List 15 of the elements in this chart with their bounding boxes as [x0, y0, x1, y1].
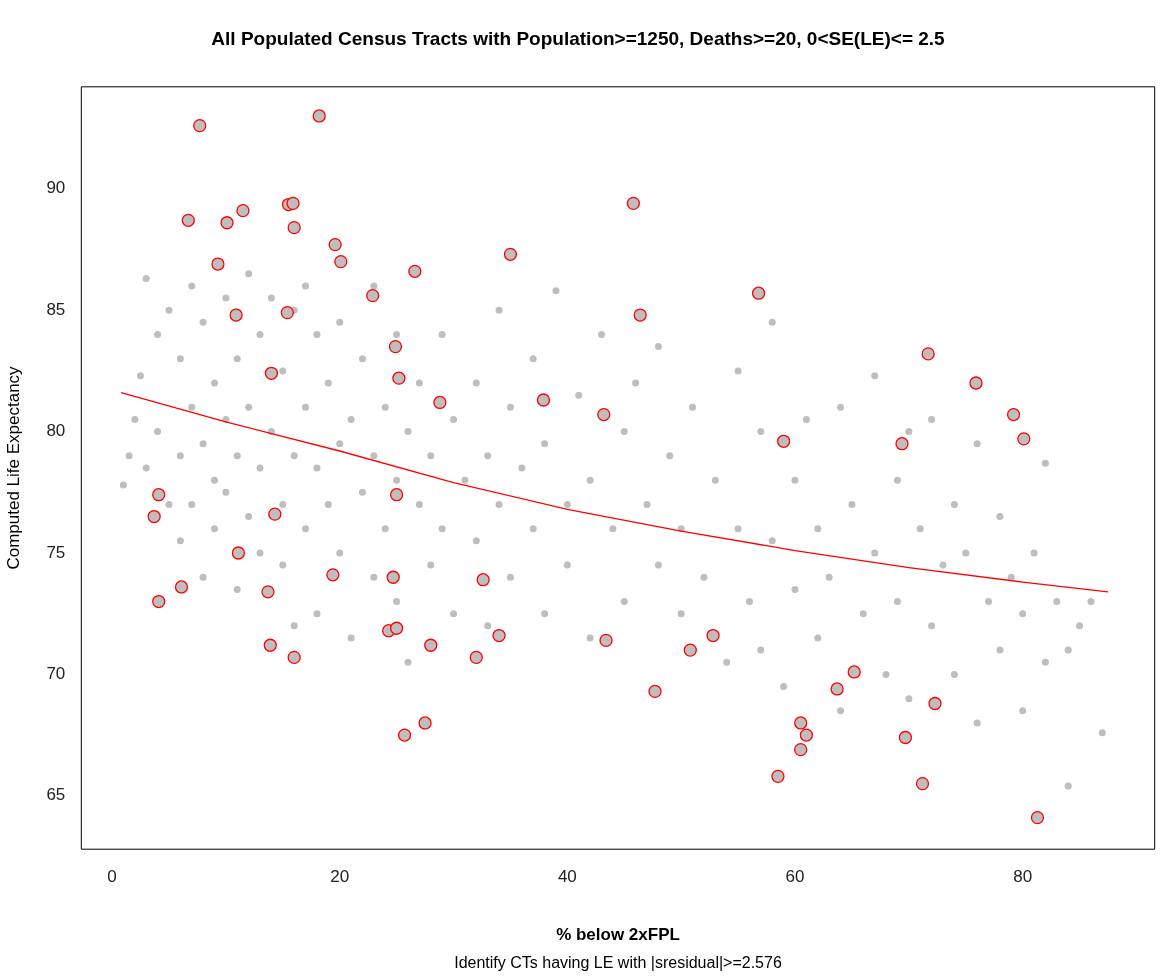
x-tick-label: 80 [1013, 867, 1033, 887]
y-tick-label: 75 [46, 542, 66, 562]
text: Identify CTs having LE with |sresidual|>=2.576 [454, 954, 782, 972]
chart-title: All Populated Census Tracts with Population>=1250, Deaths>=20, 0<SE(LE)<= 2.5 [211, 27, 946, 49]
x-axis-title: % below 2xFPL [556, 925, 680, 945]
y-tick-label: 65 [46, 785, 66, 805]
x-tick-label: 20 [330, 867, 350, 887]
y-axis-title: Computed Life Expectancy [3, 365, 23, 570]
y-tick-label: 70 [46, 664, 66, 684]
x-tick-label: 40 [557, 867, 577, 887]
y-tick-label: 90 [46, 178, 66, 198]
y-tick-label: 85 [46, 299, 66, 319]
y-tick-label: 80 [46, 421, 66, 441]
x-tick-label: 0 [107, 867, 117, 887]
x-tick-label: 60 [785, 867, 805, 887]
